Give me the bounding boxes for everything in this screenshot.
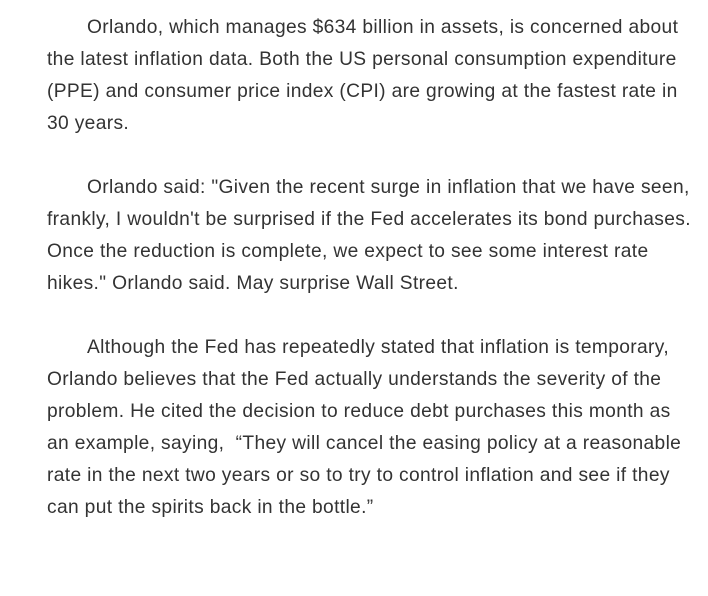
article-body: Orlando, which manages $634 billion in a… xyxy=(47,12,692,556)
article-paragraph-1: Orlando, which manages $634 billion in a… xyxy=(47,17,679,134)
article-paragraph-3: Although the Fed has repeatedly stated t… xyxy=(47,337,682,518)
article-paragraph-2: Orlando said: "Given the recent surge in… xyxy=(47,177,691,294)
